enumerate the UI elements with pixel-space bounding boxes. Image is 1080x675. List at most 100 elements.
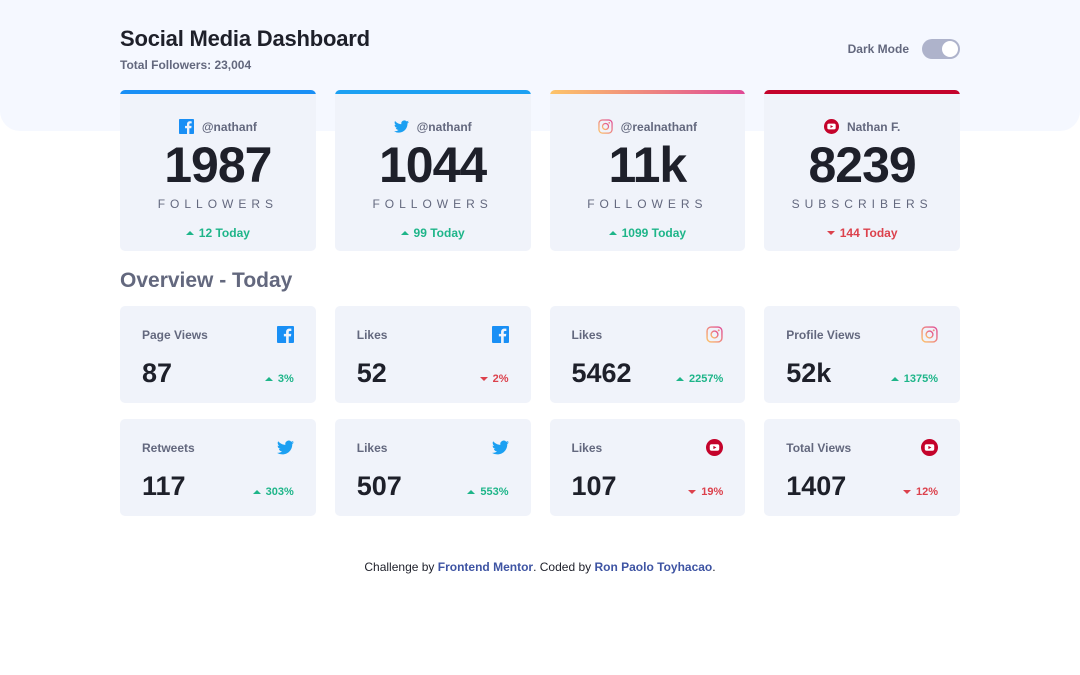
header: Social Media Dashboard Total Followers: … xyxy=(120,26,960,72)
facebook-icon xyxy=(178,119,194,134)
overview-card-instagram-likes: Likes 5462 2257% xyxy=(549,306,746,403)
follower-card-youtube: Nathan F. 8239 SUBSCRIBERS 144 Today xyxy=(764,90,960,251)
daily-change: 99 Today xyxy=(400,226,465,240)
percent-change: 2% xyxy=(479,373,509,385)
account-row: @realnathanf xyxy=(550,119,746,134)
twitter-icon xyxy=(393,119,409,134)
twitter-accent-bar xyxy=(334,90,531,94)
facebook-accent-bar xyxy=(120,90,316,94)
youtube-accent-bar xyxy=(764,90,960,94)
total-followers: Total Followers: 23,004 xyxy=(120,58,252,72)
trend-arrow-icon xyxy=(400,231,409,235)
metric-label: Retweets xyxy=(142,440,195,455)
metric-value: 52 xyxy=(356,357,387,388)
follower-cards-grid: @nathanf 1987 FOLLOWERS 12 Today @nathan… xyxy=(120,90,960,251)
account-row: @nathanf xyxy=(120,119,316,134)
trend-arrow-icon xyxy=(688,490,697,494)
instagram-accent-bar xyxy=(549,90,746,94)
trend-arrow-icon xyxy=(675,377,684,381)
youtube-icon xyxy=(921,439,938,456)
account-row: @nathanf xyxy=(335,119,531,134)
metric-value: 1407 xyxy=(786,470,847,501)
trend-arrow-icon xyxy=(264,377,273,381)
metric-label: Profile Views xyxy=(786,327,861,342)
overview-card-youtube-likes: Likes 107 19% xyxy=(549,419,746,516)
daily-change: 144 Today xyxy=(826,226,898,240)
follower-label: FOLLOWERS xyxy=(587,197,708,211)
account-row: Nathan F. xyxy=(764,119,960,134)
instagram-icon xyxy=(597,119,613,134)
attribution-text: . Coded by xyxy=(533,560,595,574)
percent-change: 3% xyxy=(264,373,294,385)
page-title: Social Media Dashboard xyxy=(120,26,370,51)
follower-card-instagram: @realnathanf 11k FOLLOWERS 1099 Today xyxy=(549,90,746,251)
account-handle: @nathanf xyxy=(201,119,257,134)
overview-card-twitter-likes: Likes 507 553% xyxy=(334,419,531,516)
follower-label: SUBSCRIBERS xyxy=(791,197,933,211)
follower-count: 11k xyxy=(608,137,688,193)
follower-count: 1987 xyxy=(164,137,272,193)
dark-mode-toggle[interactable] xyxy=(922,39,960,59)
metric-value: 5462 xyxy=(571,357,632,388)
overview-cards-grid: Page Views 87 3% Likes xyxy=(120,306,960,516)
metric-label: Page Views xyxy=(142,327,208,342)
follower-label: FOLLOWERS xyxy=(372,197,493,211)
percent-change: 303% xyxy=(252,486,294,498)
overview-title: Overview - Today xyxy=(120,269,293,292)
twitter-icon xyxy=(276,439,294,456)
author-link[interactable]: Ron Paolo Toyhacao xyxy=(594,560,713,574)
daily-change: 1099 Today xyxy=(608,226,686,240)
trend-arrow-icon xyxy=(890,377,899,381)
percent-change: 19% xyxy=(688,486,723,498)
attribution-text: . xyxy=(712,560,716,574)
account-handle: Nathan F. xyxy=(846,119,901,134)
attribution-text: Challenge by xyxy=(364,560,438,574)
metric-value: 52k xyxy=(786,357,832,388)
metric-label: Likes xyxy=(356,327,388,342)
dark-mode-control: Dark Mode xyxy=(848,39,960,59)
metric-value: 507 xyxy=(356,470,402,501)
percent-change: 553% xyxy=(467,486,509,498)
overview-card-youtube-total-views: Total Views 1407 12% xyxy=(764,419,960,516)
account-handle: @nathanf xyxy=(416,119,472,134)
dark-mode-label: Dark Mode xyxy=(847,42,909,56)
overview-card-facebook-likes: Likes 52 2% xyxy=(334,306,531,403)
trend-arrow-icon xyxy=(902,490,911,494)
facebook-icon xyxy=(491,326,509,343)
metric-label: Likes xyxy=(571,440,603,455)
percent-change: 2257% xyxy=(675,373,723,385)
youtube-icon xyxy=(706,439,724,456)
youtube-icon xyxy=(823,119,839,134)
trend-arrow-icon xyxy=(467,490,476,494)
trend-arrow-icon xyxy=(826,231,835,235)
metric-value: 117 xyxy=(142,470,186,501)
instagram-icon xyxy=(706,326,723,343)
follower-count: 8239 xyxy=(808,137,917,193)
follower-label: FOLLOWERS xyxy=(157,197,279,211)
trend-arrow-icon xyxy=(608,231,617,235)
twitter-icon xyxy=(491,439,509,456)
attribution: Challenge by Frontend Mentor. Coded by R… xyxy=(120,560,960,574)
trend-arrow-icon xyxy=(252,490,261,494)
frontend-mentor-link[interactable]: Frontend Mentor xyxy=(437,560,534,574)
follower-count: 1044 xyxy=(379,137,487,193)
trend-arrow-icon xyxy=(479,377,488,381)
overview-card-instagram-profile-views: Profile Views 52k 1375% xyxy=(764,306,960,403)
overview-card-facebook-page-views: Page Views 87 3% xyxy=(120,306,316,403)
metric-label: Total Views xyxy=(786,440,852,455)
overview-card-twitter-retweets: Retweets 117 303% xyxy=(120,419,316,516)
percent-change: 12% xyxy=(902,486,938,498)
metric-value: 107 xyxy=(571,470,617,501)
percent-change: 1375% xyxy=(890,373,938,385)
follower-card-twitter: @nathanf 1044 FOLLOWERS 99 Today xyxy=(334,90,531,251)
trend-arrow-icon xyxy=(185,231,194,235)
metric-value: 87 xyxy=(142,357,173,388)
instagram-icon xyxy=(921,326,938,343)
account-handle: @realnathanf xyxy=(620,119,698,134)
metric-label: Likes xyxy=(571,327,603,342)
toggle-knob xyxy=(942,41,958,57)
follower-card-facebook: @nathanf 1987 FOLLOWERS 12 Today xyxy=(120,90,316,251)
header-titles: Social Media Dashboard Total Followers: … xyxy=(120,26,370,72)
facebook-icon xyxy=(276,326,294,343)
